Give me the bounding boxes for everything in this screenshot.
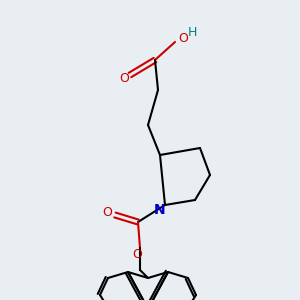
- Text: N: N: [154, 203, 166, 217]
- Text: O: O: [132, 248, 142, 260]
- Text: O: O: [119, 71, 129, 85]
- Text: O: O: [178, 32, 188, 44]
- Text: O: O: [102, 206, 112, 218]
- Text: H: H: [187, 26, 197, 38]
